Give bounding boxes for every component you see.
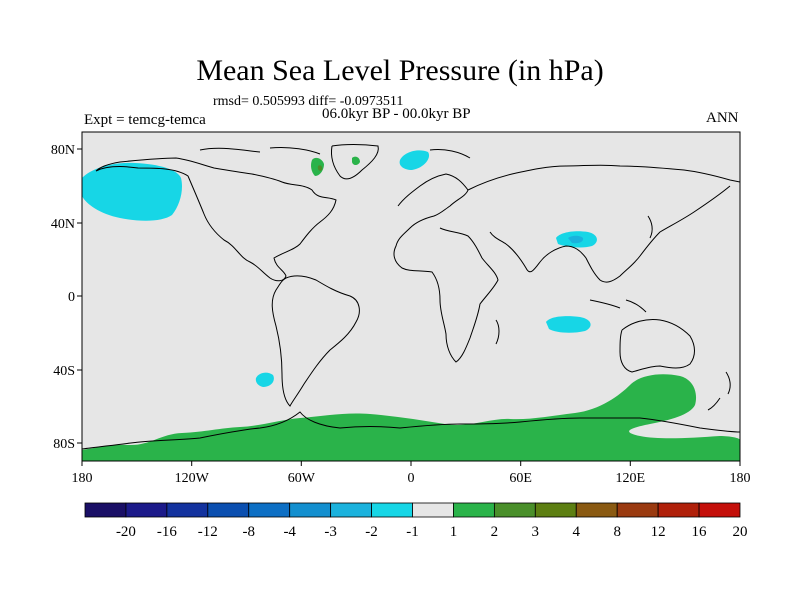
colorbar-label: -20 xyxy=(116,524,136,540)
colorbar-label: 2 xyxy=(491,524,499,540)
greenland-anomaly-1 xyxy=(311,157,324,176)
north-america-coast xyxy=(95,157,337,282)
colorbar-box xyxy=(616,502,659,518)
lon-label-180w: 180 xyxy=(72,471,93,486)
colorbar-label: 16 xyxy=(692,524,708,540)
period-text: 06.0kyr BP - 00.0kyr BP xyxy=(322,106,471,122)
colorbar-label: 12 xyxy=(651,524,666,540)
lat-axis: 80N 40N 0 40S 80S xyxy=(51,143,82,452)
colorbar-box xyxy=(84,502,127,518)
lon-label-60e: 60E xyxy=(509,471,532,486)
lon-label-180e: 180 xyxy=(730,471,751,486)
madagascar-coast xyxy=(495,319,500,345)
colorbar-box xyxy=(371,502,413,518)
lon-label-120w: 120W xyxy=(175,471,210,486)
colorbar-box xyxy=(657,502,700,518)
lon-axis: 180 120W 60W 0 60E 120E 180 xyxy=(72,461,751,486)
greenland-anomaly-2 xyxy=(352,156,360,165)
negative-anomaly-regions xyxy=(82,150,597,387)
coastlines xyxy=(82,144,740,450)
colorbar-box xyxy=(534,502,577,518)
colorbar-box xyxy=(248,502,291,518)
new-zealand-coast xyxy=(707,371,731,411)
colorbar-box xyxy=(412,502,454,518)
antarctica-coast xyxy=(82,411,740,450)
experiment-label: Expt = temcg-temca xyxy=(84,112,206,128)
colorbar-label: -12 xyxy=(198,524,218,540)
colorbar-box xyxy=(125,502,168,518)
colorbar-label: -2 xyxy=(365,524,378,540)
colorbar-box xyxy=(207,502,250,518)
greenland-coast xyxy=(331,144,379,180)
colorbar-box xyxy=(453,502,495,518)
colorbar-label: -1 xyxy=(406,524,419,540)
colorbar-box xyxy=(575,502,618,518)
colorbar-label: 20 xyxy=(733,524,748,540)
indonesia-coast xyxy=(589,299,647,313)
colorbar-label: 1 xyxy=(450,524,458,540)
lon-label-60w: 60W xyxy=(288,471,316,486)
japan-coast xyxy=(647,215,653,239)
colorbar-label: -8 xyxy=(243,524,256,540)
lat-label-0: 0 xyxy=(68,290,75,305)
colorbar-label: 8 xyxy=(613,524,621,540)
colorbar-box xyxy=(330,502,372,518)
colorbar-label: -3 xyxy=(324,524,337,540)
colorbar-box xyxy=(289,502,332,518)
arctic-anomaly xyxy=(399,150,430,170)
asia-coast xyxy=(467,164,740,283)
colorbar-label: 4 xyxy=(573,524,581,540)
south-america-coast xyxy=(271,275,360,407)
lat-label-40n: 40N xyxy=(51,217,75,232)
lat-label-40s: 40S xyxy=(53,364,75,379)
north-pacific-low-anomaly xyxy=(82,162,182,221)
indian-ocean-small-anomaly xyxy=(555,448,580,456)
colorbar-label: -4 xyxy=(283,524,296,540)
indian-ocean-anomaly xyxy=(546,316,591,333)
chart-title: Mean Sea Level Pressure (in hPa) xyxy=(196,54,604,87)
tibet-core-anomaly xyxy=(568,235,584,244)
lat-label-80n: 80N xyxy=(51,143,75,158)
colorbar: -20 -16 -12 -8 -4 -3 -2 -1 1 2 3 4 8 12 16 20 xyxy=(84,502,748,540)
colorbar-box xyxy=(698,502,741,518)
colorbar-box xyxy=(166,502,209,518)
south-atlantic-anomaly xyxy=(255,372,274,387)
stats-text: rmsd= 0.505993 diff= -0.0973511 xyxy=(213,94,404,109)
colorbar-label: 3 xyxy=(532,524,540,540)
arctic-islands-coast xyxy=(199,147,471,159)
lon-label-120e: 120E xyxy=(616,471,646,486)
australia-coast xyxy=(619,319,695,373)
lat-label-80s: 80S xyxy=(53,437,75,452)
positive-anomaly-regions xyxy=(82,156,740,461)
colorbar-box xyxy=(493,502,536,518)
colorbar-label: -16 xyxy=(157,524,177,540)
southern-ocean-anomaly xyxy=(82,374,740,461)
greenland-strong-anomaly xyxy=(317,165,323,171)
lon-label-0: 0 xyxy=(408,471,415,486)
season-label: ANN xyxy=(706,110,739,126)
